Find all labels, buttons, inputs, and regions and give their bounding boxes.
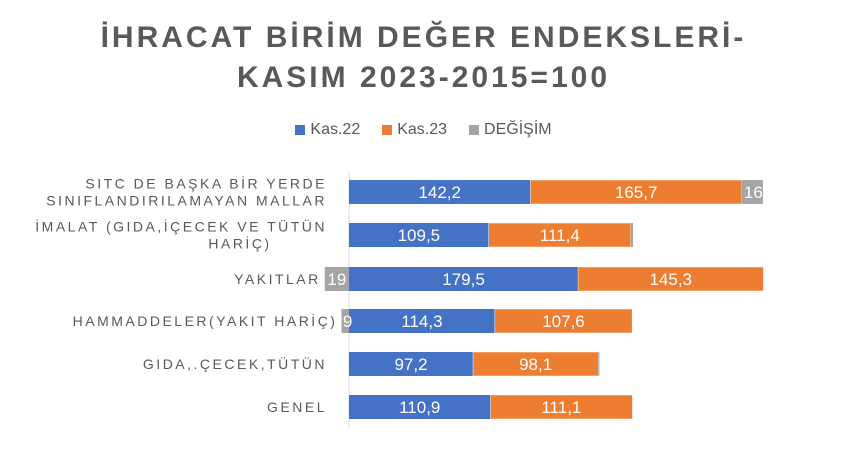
chart-legend: Kas.22 Kas.23 DEĞİŞİM [0, 121, 847, 139]
data-label-degisim-3: ,9 [338, 312, 352, 331]
bar-kas22-4 [349, 352, 474, 376]
category-label-0-line-1: SINIFLANDIRILAMAYAN MALLAR [46, 193, 327, 209]
data-label-kas23-4: 98,1 [519, 355, 552, 374]
data-label-kas22-3: 114,3 [401, 312, 442, 331]
data-label-kas23-0: 165,7 [615, 183, 658, 202]
bar-kas23-5 [490, 394, 633, 420]
bar-kas22-3 [349, 309, 495, 333]
data-label-kas22-5: 110,9 [399, 398, 440, 417]
category-label-5-line-0: GENEL [267, 399, 327, 415]
data-label-degisim-2: 19 [327, 270, 346, 289]
legend-item-kas22: Kas.22 [295, 121, 360, 139]
bar-kas23-4 [472, 351, 599, 377]
legend-swatch-degisim [469, 125, 480, 135]
bar-kas23-3 [494, 308, 633, 334]
bar-kas22-0 [349, 180, 531, 204]
bar-deiim-1 [630, 223, 634, 247]
data-label-kas23-1: 111,4 [540, 226, 580, 245]
bar-deiim-2 [324, 267, 349, 291]
bar-deiim-0 [741, 180, 763, 204]
data-label-degisim-5: 0, [634, 398, 648, 417]
legend-swatch-kas22 [295, 125, 306, 135]
legend-item-degisim: DEĞİŞİM [469, 121, 552, 139]
category-label-4-line-0: GIDA,.ÇECEK,TÜTÜN [143, 355, 327, 372]
bar-kas23-2 [577, 266, 764, 292]
legend-swatch-kas23 [382, 125, 393, 135]
bar-deiim-3 [341, 309, 349, 333]
legend-item-kas23: Kas.23 [382, 121, 447, 139]
chart-title-line-2: KASIM 2023-2015=100 [236, 61, 611, 94]
data-label-degisim-1: 1, [633, 226, 647, 245]
bar-kas22-1 [349, 223, 489, 247]
data-label-kas22-0: 142,2 [418, 183, 461, 202]
bar-kas23-0 [530, 179, 743, 205]
data-label-kas22-4: 97,2 [394, 355, 427, 374]
legend-label-degisim: DEĞİŞİM [484, 121, 552, 138]
category-label-3-line-0: HAMMADDELER(YAKIT HARİÇ) [73, 312, 338, 329]
data-label-degisim-0: 16, [744, 183, 768, 202]
legend-label-kas23: Kas.23 [397, 121, 448, 138]
category-label-0-line-0: SITC DE BAŞKA BİR YERDE [85, 175, 327, 192]
data-label-kas23-3: 107,6 [542, 312, 585, 331]
data-label-kas23-2: 145,3 [649, 270, 692, 289]
bar-kas22-5 [349, 395, 491, 419]
category-label-1-line-0: İMALAT (GIDA,İÇECEK VE TÜTÜN [35, 218, 327, 235]
data-label-kas22-1: 109,5 [398, 226, 441, 245]
data-label-kas22-2: 179,5 [442, 270, 485, 289]
data-label-degisim-4: 1 [600, 355, 609, 374]
legend-label-kas22: Kas.22 [310, 121, 361, 138]
bar-kas22-2 [349, 267, 579, 291]
bar-kas23-1 [488, 222, 632, 248]
chart-title: İHRACAT BİRİM DEĞER ENDEKSLERİ- KASIM 20… [0, 18, 847, 98]
category-label-2-line-0: YAKITLAR [234, 271, 321, 287]
bar-deiim-4 [598, 352, 600, 376]
chart-title-line-1: İHRACAT BİRİM DEĞER ENDEKSLERİ- [100, 21, 747, 54]
data-label-kas23-5: 111,1 [541, 398, 581, 417]
category-label-1-line-1: HARİÇ) [208, 235, 271, 252]
